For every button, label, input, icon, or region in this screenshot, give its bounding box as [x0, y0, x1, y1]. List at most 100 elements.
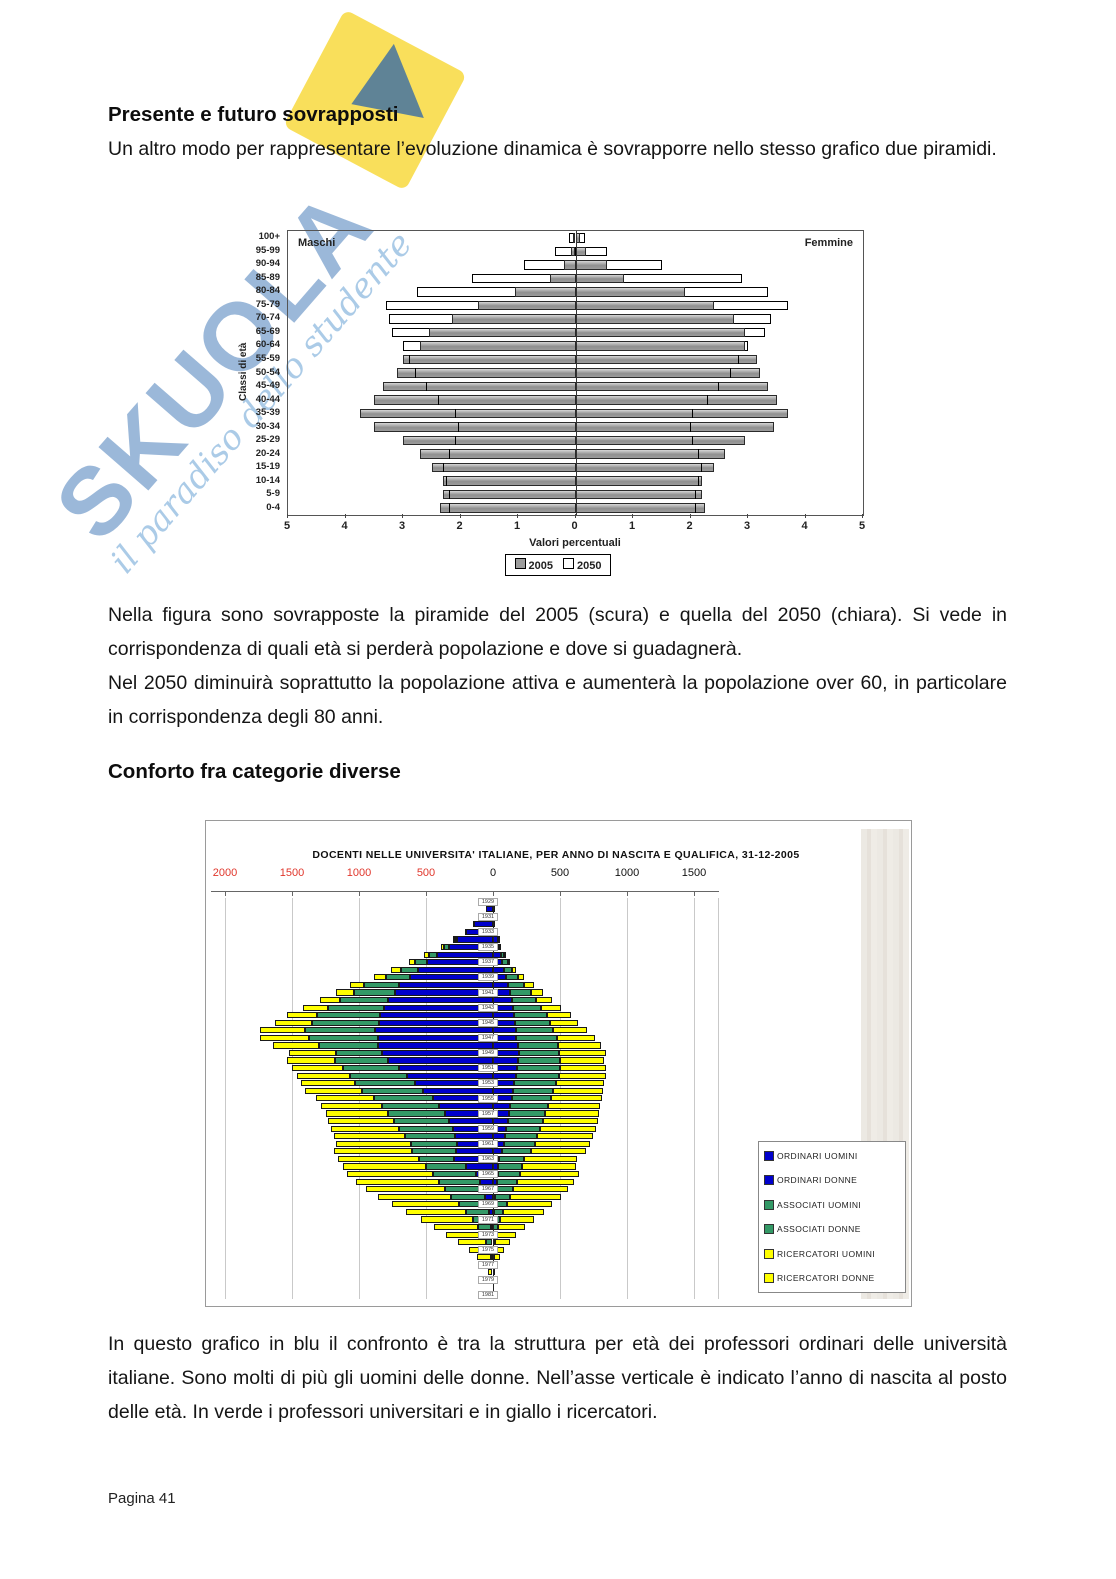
pyramid-bar-2005 [575, 449, 725, 459]
segment-ricercatori-uomini [325, 1110, 389, 1117]
gridline [694, 898, 695, 1299]
pyramid-bar-2005 [575, 503, 705, 513]
segment-ricercatori-donne [500, 1216, 534, 1223]
pyramid-bar-2005 [374, 395, 576, 405]
segment-ricercatori-donne [513, 1186, 569, 1193]
segment-ricercatori-uomini [342, 1163, 426, 1170]
legend-swatch [764, 1272, 774, 1283]
segment-ordinari-donne [493, 1072, 516, 1079]
bar-2050-edge-line [698, 449, 700, 459]
segment-ricercatori-uomini [286, 1012, 318, 1019]
segment-ordinari-uomini [384, 1004, 493, 1011]
segment-ordinari-uomini [488, 1208, 493, 1215]
legend-item-associati-uomini: ASSOCIATI UOMINI [764, 1199, 900, 1210]
segment-ordinari-uomini [474, 921, 493, 928]
segment-associati-uomini [404, 1133, 456, 1140]
segment-associati-donne [497, 1170, 521, 1178]
segment-ordinari-uomini [379, 1019, 493, 1026]
pyramid-bar-2005 [359, 408, 576, 419]
pyramid-bar-2005 [382, 381, 576, 392]
legend-swatch [764, 1151, 774, 1161]
segment-associati-donne [494, 1208, 504, 1215]
segment-associati-donne [499, 1155, 525, 1162]
birth-year-label: 1965 [478, 1170, 498, 1179]
bar-2050-edge-line [706, 395, 708, 405]
segment-associati-donne [502, 1148, 532, 1155]
age-class-label: 45-49 [255, 380, 280, 392]
legend-swatch-2050 [563, 558, 574, 569]
pyramid-bar-2005 [420, 449, 576, 459]
segment-ricercatori-uomini [346, 1170, 433, 1178]
x-axis-tick-mark [862, 514, 863, 518]
segment-associati-uomini [342, 1065, 400, 1072]
birth-year-label: 1935 [478, 943, 498, 952]
segment-associati-uomini [309, 1034, 378, 1041]
segment-ordinari-uomini [399, 981, 493, 988]
legend-swatch [764, 1224, 774, 1235]
pyramid-bar-2005 [575, 476, 702, 486]
age-class-label: 55-59 [255, 352, 280, 364]
segment-associati-donne [519, 1049, 560, 1057]
segment-ricercatori-uomini [330, 1125, 400, 1132]
bar-2050-edge-line [437, 395, 439, 405]
segment-ordinari-donne [493, 1102, 511, 1110]
segment-ricercatori-donne [498, 1223, 525, 1231]
legend-item-2050: 2050 [563, 558, 601, 572]
segment-ordinari-donne [493, 981, 509, 988]
segment-associati-uomini [399, 1125, 453, 1132]
segment-ricercatori-donne [504, 951, 507, 958]
segment-associati-donne [515, 1027, 554, 1034]
pyramid-bar-2005 [403, 435, 576, 446]
x-axis-tick-mark [459, 514, 461, 518]
axis-value-label: 500 [550, 867, 570, 879]
axis-tick [359, 891, 360, 896]
age-class-label: 10-14 [255, 474, 280, 486]
segment-associati-donne [499, 943, 502, 951]
segment-ricercatori-uomini [477, 1254, 491, 1261]
segment-ricercatori-uomini [321, 1102, 382, 1110]
segment-associati-uomini [466, 1208, 489, 1215]
legend-label: ORDINARI UOMINI [777, 1151, 858, 1161]
segment-ordinari-uomini [479, 1178, 493, 1185]
bar-2050-edge-line [695, 503, 697, 513]
segment-associati-donne [507, 1118, 543, 1125]
pyramid-bar-2005 [575, 341, 746, 351]
heading-presente-futuro: Presente e futuro sovrapposti [108, 103, 399, 126]
segment-associati-donne [511, 996, 536, 1004]
pyramid-bar-2005 [575, 489, 702, 500]
legend-swatch [764, 1199, 774, 1210]
segment-ordinari-uomini [448, 1118, 493, 1125]
segment-associati-donne [508, 981, 525, 988]
segment-associati-donne [498, 1163, 523, 1170]
legend-label: ORDINARI DONNE [777, 1175, 858, 1186]
segment-ricercatori-donne [547, 1102, 601, 1110]
segment-associati-uomini [385, 974, 410, 981]
legend-item-associati-donne: ASSOCIATI DONNE [764, 1224, 900, 1235]
segment-associati-donne [510, 1102, 548, 1110]
segment-associati-donne [516, 1034, 557, 1041]
segment-associati-uomini [415, 959, 428, 966]
age-class-label: 90-94 [255, 258, 280, 270]
segment-ricercatori-uomini [320, 996, 341, 1004]
bar-2050-edge-line [449, 503, 450, 513]
segment-ricercatori-donne [530, 989, 544, 996]
birth-year-label: 1943 [478, 1003, 498, 1012]
segment-associati-uomini [477, 1223, 492, 1231]
pyramid-bar-2005 [431, 462, 576, 473]
segment-ricercatori-uomini [336, 989, 354, 996]
age-class-label: 75-79 [255, 298, 280, 310]
segment-associati-uomini [305, 1027, 376, 1034]
plot-right-border [718, 898, 719, 1299]
bar-2050-edge-line [701, 462, 702, 473]
heading-conforto: Conforto fra categorie diverse [108, 760, 401, 783]
segment-associati-donne [518, 1057, 560, 1064]
page-number: Pagina 41 [108, 1490, 176, 1507]
x-axis-tick-label: 1 [513, 520, 521, 532]
segment-associati-uomini [473, 921, 476, 928]
segment-associati-uomini [393, 1118, 449, 1125]
segment-associati-uomini [428, 951, 437, 958]
segment-ricercatori-uomini [316, 1095, 374, 1102]
birth-year-label: 1939 [478, 973, 498, 982]
segment-ricercatori-uomini [488, 1269, 493, 1276]
axis-tick [292, 891, 293, 896]
